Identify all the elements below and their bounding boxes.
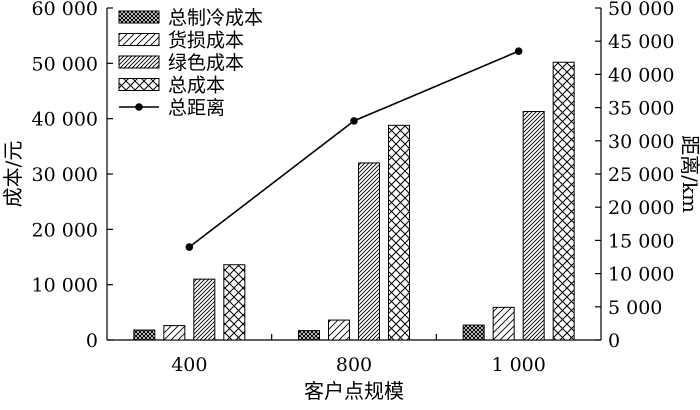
distance-point <box>185 243 194 251</box>
bar-1-1000 <box>462 324 485 341</box>
bar-2-800 <box>328 319 350 341</box>
right-axis-ticks: 0 5 000 10 000 15 000 20 000 25 000 30 000 35 0… <box>595 0 674 352</box>
right-tick-label: 0 <box>608 330 620 352</box>
right-tick-label: 25 000 <box>608 164 674 186</box>
left-tick-label: 40 000 <box>32 109 98 131</box>
bar-4-800 <box>388 124 410 341</box>
x-tick-label: 400 <box>171 354 207 376</box>
bar-3-400 <box>193 278 216 341</box>
right-tick-label: 40 000 <box>608 64 674 86</box>
right-tick-label: 35 000 <box>608 98 674 120</box>
legend-swatch <box>118 33 160 46</box>
distance-line <box>188 50 519 248</box>
right-tick-label: 30 000 <box>608 131 674 153</box>
bar-3-1000 <box>522 110 545 341</box>
legend-marker <box>135 103 143 111</box>
bar-3-800 <box>358 162 380 341</box>
legend-label: 绿色成本 <box>168 52 244 74</box>
left-tick-label: 0 <box>86 330 98 352</box>
bar-2-1000 <box>492 306 515 341</box>
right-tick-label: 50 000 <box>608 0 674 20</box>
legend-swatch <box>118 55 160 69</box>
legend-label: 货损成本 <box>168 30 244 52</box>
right-tick-label: 20 000 <box>608 197 674 219</box>
bar-4-400 <box>223 264 246 341</box>
left-tick-label: 50 000 <box>32 53 98 75</box>
right-tick-label: 15 000 <box>608 230 674 252</box>
x-axis-ticks: 400 800 1 000 <box>171 334 546 376</box>
x-axis-title: 客户点规模 <box>304 379 404 403</box>
bar-2-400 <box>163 325 186 341</box>
distance-point <box>350 117 358 125</box>
bar-1-800 <box>298 330 320 341</box>
legend-label: 总制冷成本 <box>168 7 263 29</box>
left-tick-label: 20 000 <box>32 219 98 241</box>
right-tick-label: 5 000 <box>608 297 662 319</box>
left-tick-label: 30 000 <box>32 164 98 186</box>
bar-series-group <box>133 61 575 341</box>
right-tick-label: 45 000 <box>608 31 674 53</box>
line-series-group <box>185 47 523 251</box>
left-tick-label: 60 000 <box>32 0 98 20</box>
legend-label: 总成本 <box>168 75 225 97</box>
bar-1-400 <box>133 329 156 341</box>
x-tick-label: 1 000 <box>491 354 545 376</box>
legend-swatch <box>118 78 160 91</box>
y2-axis-title: 距离/km <box>678 135 700 213</box>
y-axis-title: 成本/元 <box>1 141 25 208</box>
bar-4-1000 <box>552 61 575 341</box>
distance-point <box>514 47 523 55</box>
left-axis-ticks: 0 10 000 20 000 30 000 40 000 50 000 60 000 <box>32 0 113 352</box>
legend-label: 总距离 <box>168 97 225 119</box>
legend-swatch <box>118 10 160 24</box>
x-tick-label: 800 <box>336 354 372 376</box>
left-tick-label: 10 000 <box>32 275 98 297</box>
right-tick-label: 10 000 <box>608 264 674 286</box>
